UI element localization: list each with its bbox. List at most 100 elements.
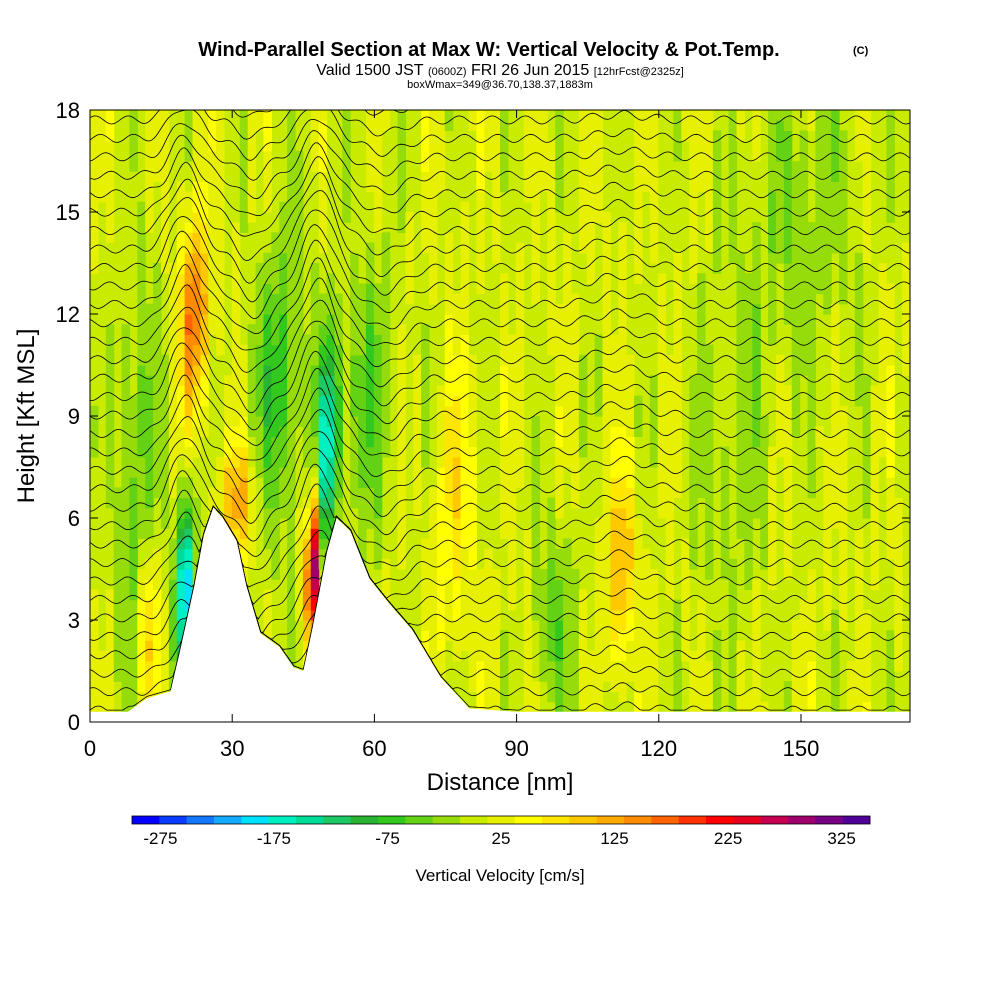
velocity-cell <box>476 283 485 295</box>
velocity-cell <box>744 558 753 570</box>
velocity-cell <box>515 426 525 437</box>
velocity-cell <box>744 548 753 560</box>
velocity-cell <box>578 650 588 662</box>
velocity-cell <box>176 385 186 397</box>
velocity-cell <box>768 477 777 488</box>
velocity-cell <box>239 171 249 182</box>
isentrope-line <box>90 335 910 431</box>
velocity-cell <box>547 334 556 346</box>
velocity-cell <box>705 548 714 560</box>
velocity-cell <box>129 446 138 458</box>
velocity-cell <box>736 283 746 295</box>
velocity-cell <box>137 222 146 233</box>
velocity-cell <box>365 365 375 376</box>
velocity-cell <box>287 130 296 142</box>
velocity-cell <box>626 405 635 417</box>
colorbar-swatch <box>842 816 871 824</box>
velocity-cell <box>263 436 272 448</box>
velocity-cell <box>705 426 714 437</box>
velocity-cell <box>129 701 138 713</box>
velocity-cell <box>176 191 186 203</box>
velocity-cell <box>436 161 446 172</box>
velocity-cell <box>105 477 115 488</box>
velocity-cell <box>216 456 225 468</box>
velocity-cell <box>295 212 304 223</box>
velocity-cell <box>302 579 312 590</box>
velocity-cell <box>145 456 154 468</box>
velocity-cell <box>783 293 793 305</box>
velocity-cell <box>870 487 880 499</box>
velocity-cell <box>460 314 470 325</box>
velocity-cell <box>705 528 714 539</box>
velocity-cell <box>263 344 272 356</box>
velocity-cell <box>610 599 619 611</box>
velocity-cell <box>137 283 146 295</box>
velocity-cell <box>775 212 785 223</box>
velocity-cell <box>862 416 872 427</box>
velocity-cell <box>791 212 801 223</box>
velocity-cell <box>705 507 714 519</box>
velocity-cell <box>823 273 832 284</box>
velocity-cell <box>641 569 651 580</box>
velocity-cell <box>326 365 336 376</box>
velocity-cell <box>823 538 832 550</box>
velocity-cell <box>326 375 336 386</box>
velocity-cell <box>594 212 604 223</box>
velocity-cell <box>105 436 115 448</box>
velocity-cell <box>539 620 548 631</box>
isentrope-line <box>90 350 910 446</box>
velocity-cell <box>413 354 422 366</box>
velocity-cell <box>176 599 186 611</box>
velocity-cell <box>373 507 383 519</box>
velocity-cell <box>555 477 564 488</box>
colorbar-swatch <box>268 816 297 824</box>
velocity-cell <box>791 201 801 213</box>
velocity-cell <box>854 701 864 713</box>
velocity-cell <box>744 273 753 284</box>
velocity-cell <box>563 609 572 621</box>
velocity-cell <box>484 671 493 682</box>
velocity-cell <box>208 303 217 315</box>
isentrope-line <box>90 224 910 319</box>
velocity-cell <box>279 497 288 509</box>
velocity-cell <box>318 201 328 213</box>
velocity-cell <box>255 273 265 284</box>
velocity-cell <box>113 528 123 539</box>
velocity-cell <box>523 589 533 601</box>
velocity-cell <box>791 273 801 284</box>
velocity-cell <box>444 620 454 631</box>
velocity-cell <box>397 518 406 529</box>
velocity-cell <box>862 426 872 437</box>
velocity-cell <box>697 446 706 458</box>
velocity-cell <box>886 538 895 550</box>
velocity-cell <box>854 691 864 703</box>
velocity-cell <box>476 161 485 172</box>
velocity-cell <box>649 120 659 131</box>
velocity-cell <box>697 701 706 713</box>
velocity-cell <box>783 252 793 264</box>
velocity-cell <box>563 630 572 641</box>
velocity-cell <box>649 609 659 621</box>
velocity-cell <box>878 375 887 386</box>
y-tick-label: 9 <box>68 404 80 429</box>
velocity-cell <box>310 436 320 448</box>
velocity-cell <box>500 365 509 376</box>
velocity-cell <box>854 660 864 672</box>
velocity-cell <box>555 446 564 458</box>
velocity-cell <box>886 497 895 509</box>
velocity-cell <box>555 599 564 611</box>
velocity-cell <box>775 252 785 264</box>
velocity-cell <box>594 548 604 560</box>
velocity-cell <box>657 365 667 376</box>
velocity-cell <box>287 354 296 366</box>
velocity-cell <box>626 375 635 386</box>
velocity-cell <box>815 161 824 172</box>
velocity-cell <box>137 314 146 325</box>
velocity-cell <box>279 273 288 284</box>
velocity-cell <box>492 242 501 254</box>
velocity-cell <box>728 171 738 182</box>
velocity-cell <box>870 477 880 488</box>
velocity-cell <box>689 487 698 499</box>
velocity-cell <box>468 467 477 478</box>
velocity-cell <box>153 660 162 672</box>
